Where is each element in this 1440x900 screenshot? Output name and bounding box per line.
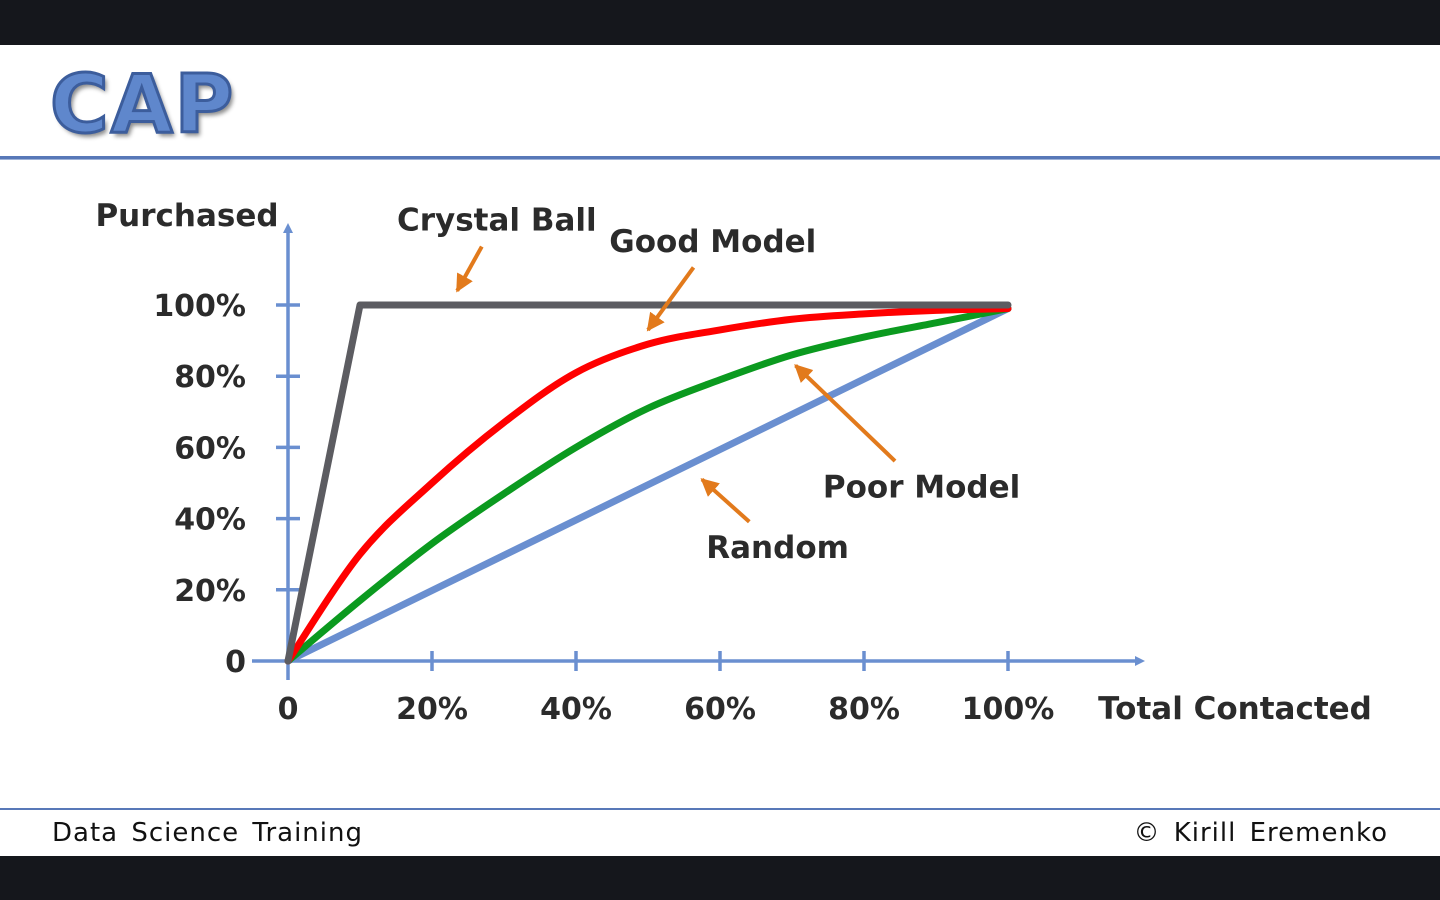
x-tick-label: 60% (684, 692, 756, 727)
footer-divider (0, 808, 1440, 810)
y-axis-label: Purchased (95, 198, 278, 234)
x-tick-label: 0 (278, 692, 299, 727)
slide-title: CAP (48, 58, 236, 151)
series-line-good-model (284, 305, 1012, 665)
footer-copyright: © Kirill Eremenko (1133, 818, 1388, 848)
annotation-arrow-random (700, 477, 751, 524)
y-tick-label: 100% (153, 289, 246, 324)
annotation-arrow-good-model (646, 266, 696, 332)
series-line-random (284, 305, 1012, 665)
annotation-label-random: Random (706, 530, 849, 566)
x-tick-label: 40% (540, 692, 612, 727)
title-divider (0, 156, 1440, 160)
annotation-label-crystal-ball: Crystal Ball (397, 203, 597, 239)
series-line-crystal-ball (284, 301, 1012, 665)
x-tick-label: 80% (828, 692, 900, 727)
series-line-poor-model (284, 305, 1012, 665)
annotation-label-poor-model: Poor Model (823, 470, 1020, 506)
y-tick-label: 40% (174, 503, 246, 538)
x-axis-label: Total Contacted (1098, 691, 1372, 727)
x-tick-label: 100% (962, 692, 1055, 727)
annotation-label-good-model: Good Model (609, 224, 816, 260)
footer-course-name: Data Science Training (52, 818, 363, 848)
axes-group: 0 20% 40% 60% 80% 100% 0 20% 40% 60% 80% 100% (153, 223, 1145, 727)
bottom-letterbox-bar (0, 856, 1440, 900)
y-tick-label: 80% (174, 360, 246, 395)
top-letterbox-bar (0, 0, 1440, 45)
x-tick-label: 20% (396, 692, 468, 727)
y-tick-label: 20% (174, 574, 246, 609)
annotation-arrow-crystal-ball (455, 245, 484, 293)
series-group (284, 301, 1012, 665)
annotations-group: Crystal Ball Good Model Poor Model Random (397, 203, 1020, 567)
y-tick-label: 60% (174, 431, 246, 466)
annotation-arrow-poor-model (794, 364, 897, 463)
y-tick-label: 0 (225, 645, 246, 680)
